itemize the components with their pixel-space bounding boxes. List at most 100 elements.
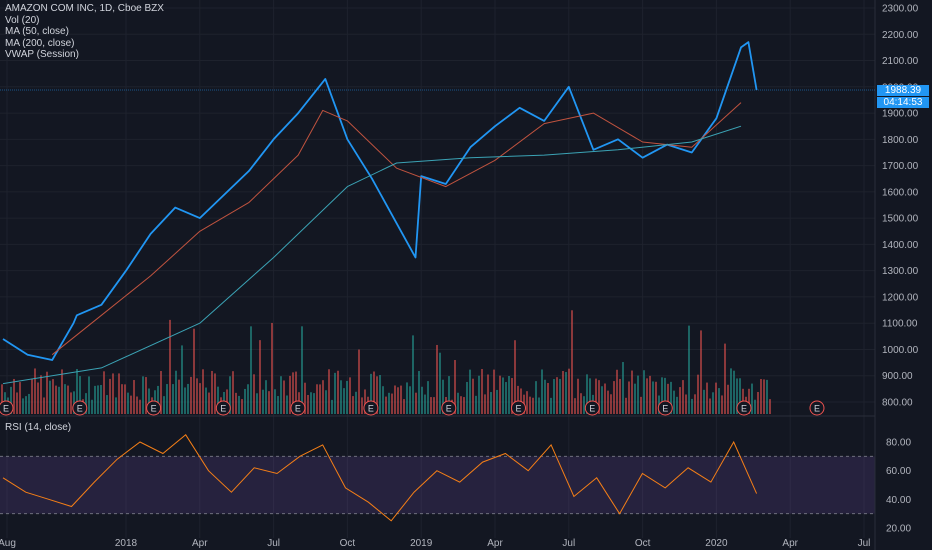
earnings-marker — [146, 400, 162, 416]
volume-bar — [340, 380, 342, 414]
volume-bar — [724, 343, 726, 414]
price-tick-label: 1500.00 — [882, 214, 919, 225]
volume-bar — [460, 396, 462, 414]
volume-bar — [283, 380, 285, 414]
volume-bar — [721, 395, 723, 414]
chart-legend: AMAZON COM INC, 1D, Cboe BZX Vol (20) MA… — [5, 3, 164, 61]
volume-bar — [604, 383, 606, 414]
volume-bar — [568, 368, 570, 414]
volume-bar — [739, 378, 741, 414]
volume-bar — [496, 389, 498, 414]
volume-bar — [694, 394, 696, 414]
time-tick-label: 2018 — [115, 538, 138, 549]
price-tick-label: 1900.00 — [882, 109, 919, 120]
volume-bar — [631, 370, 633, 414]
volume-bar — [271, 322, 273, 414]
volume-bar — [544, 379, 546, 414]
earnings-marker — [657, 400, 673, 416]
earnings-marker-label: E — [589, 404, 595, 414]
legend-ma200[interactable]: MA (200, close) — [5, 37, 75, 49]
volume-bar — [136, 396, 138, 414]
volume-bar — [718, 388, 720, 414]
volume-bar — [571, 310, 573, 414]
volume-bar — [535, 381, 537, 414]
volume-bar — [229, 376, 231, 414]
volume-bar — [241, 399, 243, 414]
earnings-marker-label: E — [814, 404, 820, 414]
time-tick-label: Jul — [858, 538, 871, 549]
volume-bar — [172, 384, 174, 414]
ma50-line — [51, 102, 742, 356]
volume-bar — [616, 369, 618, 414]
volume-bar — [85, 393, 87, 414]
volume-bar — [748, 388, 750, 414]
volume-bar — [187, 383, 189, 414]
symbol-title[interactable]: AMAZON COM INC, 1D, Cboe BZX — [5, 3, 164, 14]
time-axis[interactable]: Aug 2018 Apr Jul Oct 2019 Apr Jul Oct 2020 Apr Jul — [0, 538, 870, 549]
earnings-marker — [0, 400, 14, 416]
volume-bar — [211, 370, 213, 414]
volume-bar — [364, 389, 366, 414]
volume-bar — [214, 373, 216, 414]
volume-bar — [112, 373, 114, 414]
volume-bar — [274, 389, 276, 414]
volume-bar — [649, 375, 651, 414]
volume-bar — [100, 384, 102, 414]
volume-bar — [637, 375, 639, 414]
volume-bar — [595, 378, 597, 414]
volume-bar — [424, 394, 426, 414]
legend-ma50[interactable]: MA (50, close) — [5, 26, 69, 37]
volume-bar — [433, 397, 435, 414]
earnings-marker-label: E — [446, 404, 452, 414]
volume-bar — [682, 380, 684, 414]
volume-bar — [646, 378, 648, 414]
earnings-marker-label: E — [662, 404, 668, 414]
volume-bar — [439, 352, 441, 414]
volume-bar — [607, 390, 609, 414]
volume-bar — [316, 384, 318, 414]
volume-bar — [319, 384, 321, 414]
rsi-tick-label: 40.00 — [886, 495, 911, 506]
volume-bar — [28, 393, 30, 414]
volume-bar — [160, 371, 162, 414]
volume-bar — [22, 398, 24, 414]
legend-vol[interactable]: Vol (20) — [5, 14, 40, 26]
volume-bar — [373, 371, 375, 414]
rsi-legend[interactable]: RSI (14, close) — [5, 422, 72, 433]
volume-bar — [97, 385, 99, 414]
volume-bar — [688, 325, 690, 414]
volume-bar — [733, 370, 735, 414]
volume-bar — [541, 369, 543, 414]
time-tick-label: Oct — [340, 538, 356, 549]
volume-bars — [1, 310, 771, 414]
volume-bar — [481, 369, 483, 414]
volume-bar — [499, 375, 501, 414]
volume-bar — [565, 372, 567, 414]
volume-bar — [676, 396, 678, 414]
rsi-series-line — [2, 434, 758, 522]
price-tick-label: 1000.00 — [882, 345, 919, 356]
price-tick-label: 1200.00 — [882, 292, 919, 303]
volume-bar — [532, 397, 534, 414]
earnings-marker-label: E — [368, 404, 374, 414]
volume-bar — [259, 340, 261, 414]
volume-bar — [583, 396, 585, 414]
volume-bar — [547, 383, 549, 414]
volume-bar — [514, 340, 516, 414]
time-tick-label: Apr — [192, 538, 208, 549]
volume-bar — [727, 384, 729, 414]
rsi-tick-label: 80.00 — [886, 438, 911, 449]
time-tick-label: Aug — [0, 538, 16, 549]
volume-bar — [673, 390, 675, 414]
volume-bar — [31, 378, 33, 414]
legend-vwap[interactable]: VWAP (Session) — [5, 49, 79, 60]
volume-bar — [562, 370, 564, 414]
earnings-marker-label: E — [3, 404, 9, 414]
volume-bar — [133, 380, 135, 414]
volume-bar — [244, 388, 246, 414]
volume-bar — [484, 394, 486, 414]
volume-bar — [19, 382, 21, 414]
volume-bar — [400, 385, 402, 414]
volume-bar — [697, 374, 699, 414]
